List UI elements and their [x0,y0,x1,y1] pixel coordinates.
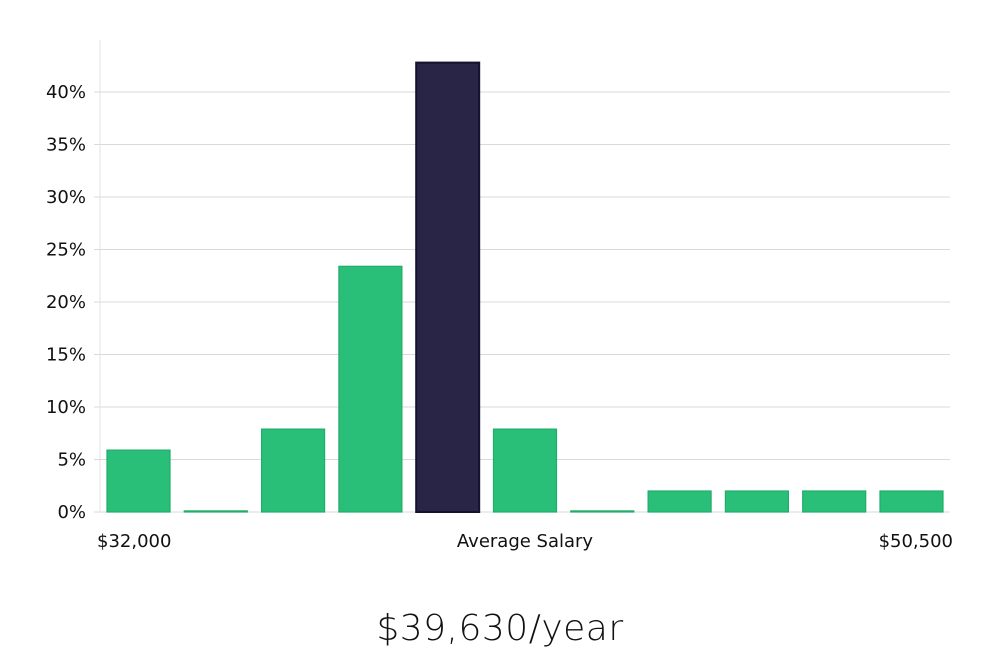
bar [647,490,712,513]
y-tick-label: 40% [46,82,86,103]
average-salary-value: $39,630/year [376,608,624,649]
bar [879,490,944,513]
x-axis-label: Average Salary [457,531,594,552]
y-tick-label: 0% [57,502,86,523]
bar [802,490,867,513]
y-tick-label: 20% [46,292,86,313]
salary-histogram: 0% 5% 10% 15% 20% 25% 30% 35% 40% $32,000 Averag… [46,40,953,552]
bars [106,61,944,513]
y-tick-label: 15% [46,345,86,366]
y-tick-label: 35% [46,135,86,156]
y-tick-label: 5% [57,450,86,471]
bar [106,449,171,513]
x-range-max-label: $50,500 [879,531,953,552]
bar [492,428,558,513]
y-tick-label: 30% [46,187,86,208]
bar [183,510,248,513]
gridlines [94,91,950,513]
bar [338,265,403,513]
bar-highlighted [415,61,481,513]
x-range-min-label: $32,000 [97,531,171,552]
y-tick-label: 10% [46,397,86,418]
bar [570,510,635,513]
bar [261,428,326,513]
y-axis-ticks: 0% 5% 10% 15% 20% 25% 30% 35% 40% [46,82,86,523]
bar [724,490,790,513]
y-tick-label: 25% [46,240,86,261]
